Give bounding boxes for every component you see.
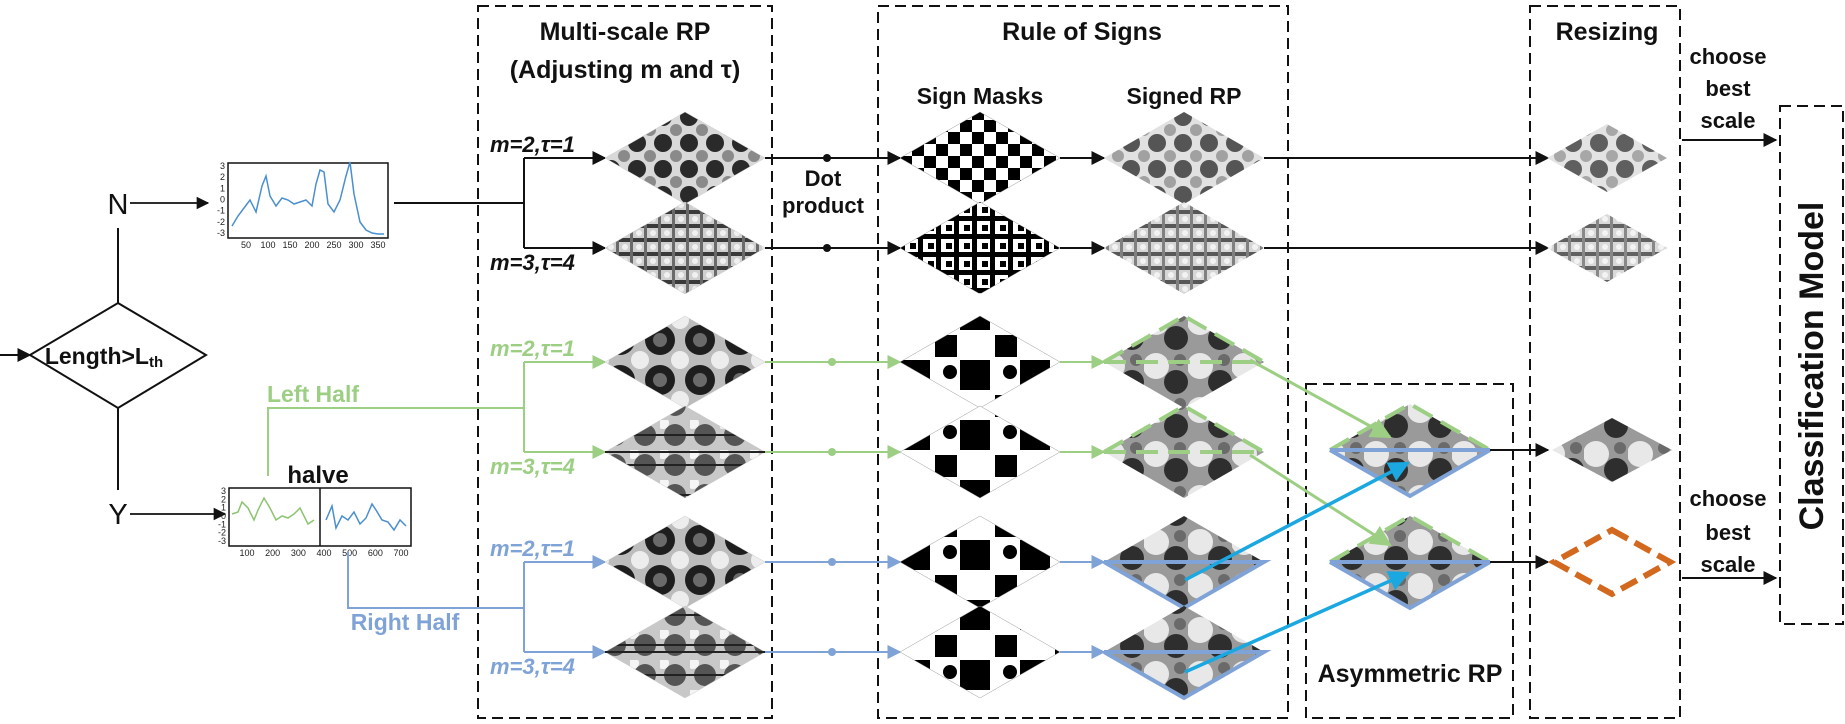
sign-mask-row2 <box>899 201 1061 295</box>
header-signed-rp: Signed RP <box>1126 83 1241 109</box>
tick-label: 0 <box>220 195 225 205</box>
classification-model-label: Classification Model <box>1793 202 1831 531</box>
tick-label: -2 <box>218 528 226 538</box>
dot-product-label: Dot <box>805 166 842 191</box>
param-row6: m=3,τ=4 <box>490 654 575 679</box>
tick-label: -2 <box>217 217 225 227</box>
left-half-label: Left Half <box>267 381 359 407</box>
choose-best-scale-top-2: best <box>1705 76 1751 101</box>
dot-product-node-row3 <box>828 358 836 366</box>
param-row2: m=3,τ=4 <box>490 250 575 275</box>
rp-diamond-row3 <box>604 315 766 409</box>
tick-label: 3 <box>220 161 225 171</box>
right-half-line <box>325 502 407 532</box>
choose-best-scale-bottom-3: scale <box>1700 552 1755 577</box>
sign-mask-row3 <box>899 315 1061 409</box>
choose-best-scale-bottom-2: best <box>1705 520 1751 545</box>
tick-label: 400 <box>316 548 331 558</box>
header-rule-of-signs: Rule of Signs <box>1002 18 1162 46</box>
param-row5: m=2,τ=1 <box>490 536 575 561</box>
decision-label: Length>Lth <box>45 343 163 371</box>
tick-label: 500 <box>342 548 357 558</box>
full-series-plot: 321 0-1-2-3 50 100 150 200 250 300 350 <box>217 161 389 250</box>
tick-label: 3 <box>221 486 226 496</box>
sign-mask-row1 <box>899 111 1061 205</box>
branch-yes-label: Y <box>108 499 127 531</box>
dot-product-label-line2: product <box>782 193 865 218</box>
right-half-label: Right Half <box>351 609 460 635</box>
tick-label: -3 <box>218 536 226 546</box>
choose-best-scale-top-1: choose <box>1689 44 1766 69</box>
param-row3: m=2,τ=1 <box>490 336 575 361</box>
signed-rp-row2 <box>1104 202 1264 294</box>
dot-product-node-row1 <box>823 154 831 162</box>
tick-label: 0 <box>221 511 226 521</box>
full-series-line <box>231 161 384 235</box>
resized-rp-row3 <box>1552 418 1672 482</box>
tick-label: 200 <box>304 240 319 250</box>
decision-diamond: Length>Lth <box>0 301 208 410</box>
rp-diamond-row5 <box>604 515 766 609</box>
header-asymmetric-rp: Asymmetric RP <box>1318 660 1503 688</box>
tick-label: 250 <box>326 240 341 250</box>
tick-label: 600 <box>368 548 383 558</box>
header-multiscale-sub: (Adjusting m and τ) <box>510 56 741 84</box>
asymmetric-rp-box <box>1305 383 1514 719</box>
tick-label: -1 <box>217 206 225 216</box>
choose-best-scale-bottom-1: choose <box>1689 486 1766 511</box>
resizing-box <box>1529 5 1681 719</box>
tick-label: -1 <box>218 519 226 529</box>
tick-label: 300 <box>291 548 306 558</box>
header-sign-masks: Sign Masks <box>917 83 1044 109</box>
rp-diamond-row2 <box>604 201 766 295</box>
tick-label: 1 <box>221 503 226 513</box>
signed-rp-row1 <box>1104 112 1264 204</box>
tick-label: 200 <box>265 548 280 558</box>
tick-label: 50 <box>241 240 251 250</box>
tick-label: -3 <box>217 228 225 238</box>
tick-label: 150 <box>282 240 297 250</box>
tick-label: 700 <box>393 548 408 558</box>
left-half-line <box>231 496 315 526</box>
sign-mask-row5 <box>899 515 1061 609</box>
dot-product-node-row6 <box>828 648 836 656</box>
branch-no-label: N <box>108 189 129 221</box>
tick-label: 350 <box>370 240 385 250</box>
halve-label: halve <box>287 462 348 489</box>
choose-best-scale-top-3: scale <box>1700 108 1755 133</box>
resized-rp-row2 <box>1547 214 1667 282</box>
resized-rp-row1 <box>1547 124 1667 192</box>
sign-mask-row6 <box>899 605 1061 699</box>
tick-label: 100 <box>239 548 254 558</box>
header-multiscale: Multi-scale RP <box>540 18 711 46</box>
param-row1: m=2,τ=1 <box>490 132 575 157</box>
sign-mask-row4 <box>899 405 1061 499</box>
classification-model-box <box>1779 105 1844 625</box>
resized-rp-placeholder <box>1547 526 1677 598</box>
tick-label: 1 <box>220 183 225 193</box>
header-resizing: Resizing <box>1556 18 1659 46</box>
tick-label: 100 <box>260 240 275 250</box>
tick-label: 2 <box>220 172 225 182</box>
param-row4: m=3,τ=4 <box>490 454 575 479</box>
tick-label: 2 <box>221 494 226 504</box>
tick-label: 300 <box>348 240 363 250</box>
dot-product-node-row5 <box>828 558 836 566</box>
dot-product-node-row4 <box>828 448 836 456</box>
dot-product-node-row2 <box>823 244 831 252</box>
rp-diamond-row1 <box>604 111 766 205</box>
